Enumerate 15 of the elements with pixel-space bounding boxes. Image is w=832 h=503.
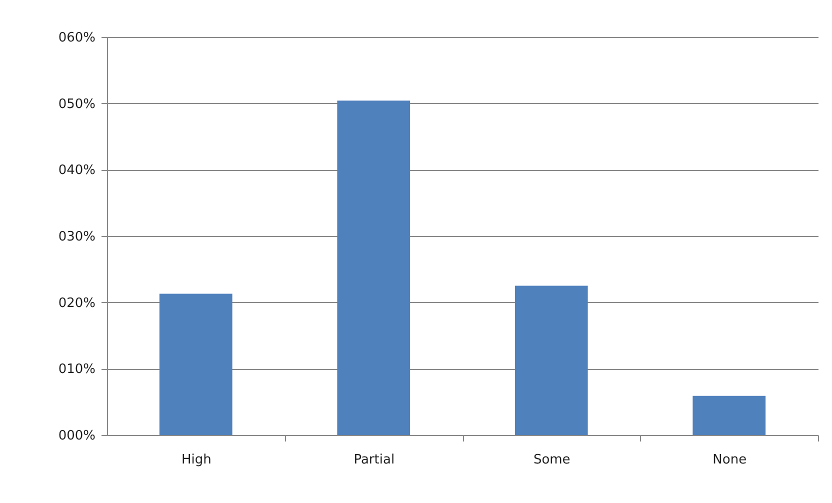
- x-tick-label: None: [712, 452, 747, 468]
- bar: [514, 286, 588, 435]
- bar: [692, 396, 766, 435]
- x-tick-label: Some: [533, 452, 570, 468]
- y-tick-label: 020%: [58, 296, 96, 311]
- y-tick-label: 000%: [58, 428, 96, 444]
- y-tick-label: 040%: [58, 163, 96, 178]
- bar: [337, 100, 410, 435]
- bar: [159, 294, 232, 435]
- x-tick-label: Partial: [354, 452, 395, 468]
- x-tick-label: High: [181, 452, 212, 468]
- y-tick-label: 030%: [58, 230, 96, 244]
- y-tick-label: 050%: [58, 96, 96, 112]
- y-tick-label: 010%: [58, 362, 96, 378]
- y-tick-label: 060%: [58, 30, 96, 46]
